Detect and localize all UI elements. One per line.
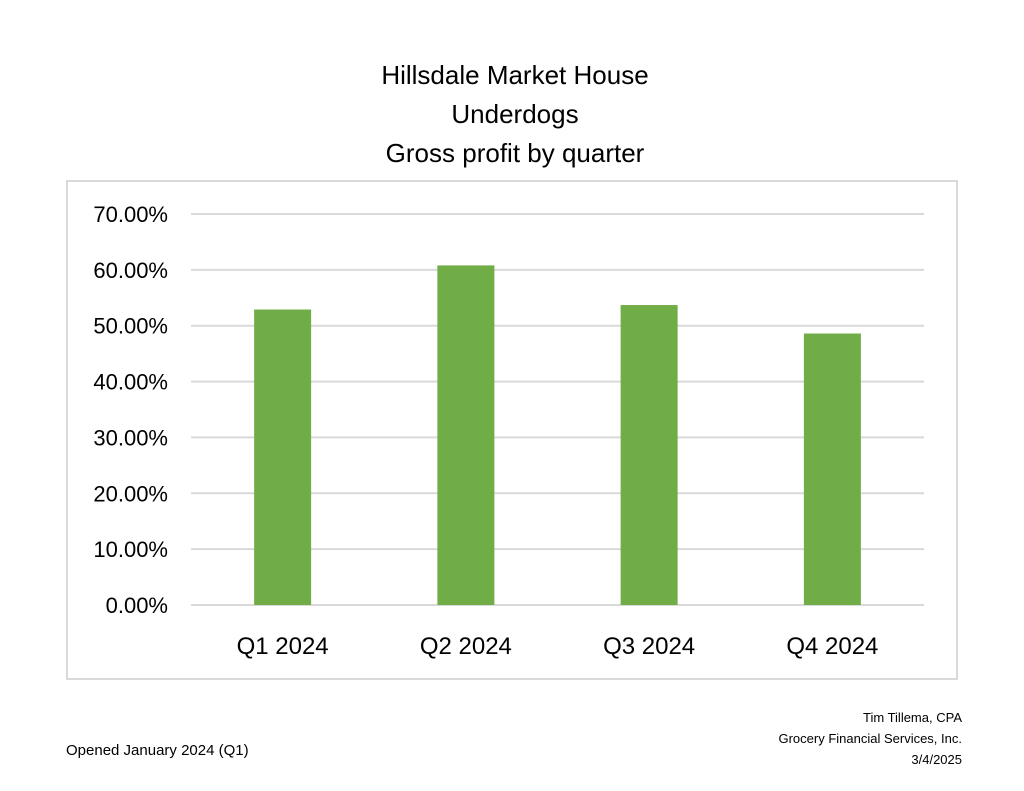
author-name: Tim Tillema, CPA (863, 710, 962, 725)
y-tick-label: 40.00% (93, 370, 168, 395)
bar (254, 309, 312, 605)
y-tick-label: 60.00% (93, 258, 168, 283)
bar (437, 265, 495, 605)
chart-title-line-3: Gross profit by quarter (385, 138, 645, 168)
chart-title-line-1: Hillsdale Market House (381, 60, 649, 90)
y-tick-label: 20.00% (93, 481, 168, 506)
prepared-by-block: Tim Tillema, CPA Grocery Financial Servi… (778, 707, 962, 770)
x-tick-label: Q4 2024 (786, 633, 878, 660)
x-tick-label: Q1 2024 (237, 633, 329, 660)
bar (620, 305, 678, 605)
y-tick-label: 70.00% (93, 202, 168, 227)
chart-title: Hillsdale Market House Underdogs Gross p… (0, 56, 1024, 173)
bar (803, 333, 861, 605)
x-tick-label: Q3 2024 (603, 633, 695, 660)
y-tick-label: 30.00% (93, 425, 168, 450)
y-tick-label: 0.00% (106, 593, 168, 618)
y-tick-label: 10.00% (93, 537, 168, 562)
y-tick-label: 50.00% (93, 314, 168, 339)
chart-title-line-2: Underdogs (451, 99, 579, 129)
company-name: Grocery Financial Services, Inc. (778, 731, 962, 746)
report-date: 3/4/2025 (911, 752, 962, 767)
opening-note: Opened January 2024 (Q1) (66, 742, 249, 759)
x-tick-label: Q2 2024 (420, 633, 512, 660)
